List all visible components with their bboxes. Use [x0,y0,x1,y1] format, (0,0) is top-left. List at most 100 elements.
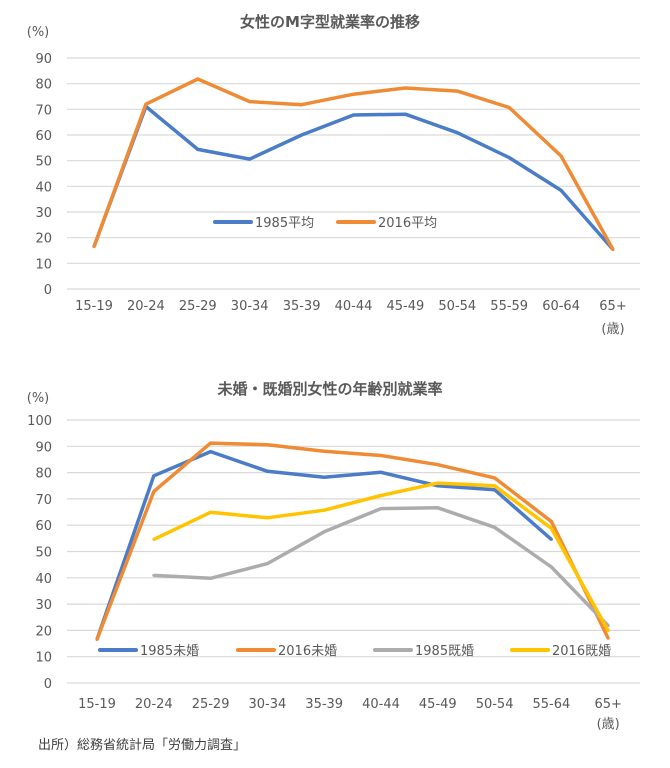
data-point [322,475,326,479]
data-point [507,156,511,160]
y-tick-label: 60 [35,519,52,534]
data-point [493,484,497,488]
legend-label: 2016平均 [378,216,437,231]
x-axis-unit: (歳) [601,322,624,337]
data-point [606,636,610,640]
data-point [265,469,269,473]
x-tick-label: 20-24 [127,299,165,314]
data-point [559,154,563,158]
x-tick-label: 40-44 [335,299,373,314]
data-point [549,526,553,530]
data-point [265,562,269,566]
y-tick-label: 20 [35,624,52,639]
y-tick-label: 10 [35,257,52,272]
y-tick-label: 90 [35,440,52,455]
y-tick-label: 90 [35,52,52,67]
data-point [379,507,383,511]
data-point [455,131,459,135]
data-point [559,188,563,192]
y-tick-label: 50 [35,546,52,561]
legend-label: 2016未婚 [278,644,337,659]
y-tick-label: 30 [35,206,52,221]
data-point [209,450,213,454]
y-tick-label: 50 [35,155,52,170]
data-point [611,247,615,251]
data-point [322,508,326,512]
data-point [549,565,553,569]
data-point [436,506,440,510]
data-point [95,637,99,641]
x-tick-label: 35-39 [283,299,321,314]
y-tick-label: 0 [44,677,52,692]
data-point [152,537,156,541]
legend-label: 2016既婚 [552,644,611,659]
legend-label: 1985平均 [255,216,314,231]
x-tick-label: 50-54 [438,299,476,314]
data-point [265,443,269,447]
data-point [379,454,383,458]
x-tick-label: 55-59 [490,299,528,314]
data-point [322,530,326,534]
x-tick-label: 35-39 [305,697,343,712]
x-tick-label: 30-34 [249,697,287,712]
data-point [549,520,553,524]
legend-label: 1985未婚 [140,644,199,659]
x-tick-label: 45-49 [387,299,425,314]
chart-title: 女性のM字型就業率の推移 [240,13,420,31]
data-point [248,100,252,104]
data-point [507,106,511,110]
x-axis-unit: (歳) [597,717,620,732]
x-tick-label: 55-64 [533,697,571,712]
data-point [352,113,355,117]
series-line-1985平均 [92,104,615,251]
x-tick-label: 20-24 [135,697,173,712]
y-tick-label: 80 [35,467,52,482]
data-point [209,441,213,445]
data-point [606,629,610,633]
y-tick-label: 100 [27,414,52,429]
y-axis-unit: (%) [27,391,50,406]
data-point [196,147,200,151]
data-point [322,449,326,453]
data-point [455,89,459,93]
data-point [144,102,148,106]
x-tick-label: 30-34 [231,299,269,314]
data-point [152,573,156,577]
y-axis-unit: (%) [27,25,50,40]
data-point [379,470,383,474]
data-point [493,525,497,529]
x-tick-label: 25-29 [192,697,230,712]
series-line-2016未婚 [95,441,610,640]
x-tick-label: 50-54 [476,697,514,712]
x-tick-label: 40-44 [362,697,400,712]
data-point [403,112,407,116]
y-tick-label: 80 [35,78,52,93]
data-point [352,92,355,96]
data-point [436,481,440,485]
x-tick-label: 15-19 [75,299,113,314]
y-tick-label: 60 [35,129,52,144]
x-tick-label: 65+ [594,697,621,712]
y-tick-label: 20 [35,232,52,247]
data-point [196,77,200,81]
data-point [549,537,553,541]
y-tick-label: 70 [35,103,52,118]
x-tick-label: 45-49 [419,697,457,712]
x-tick-label: 25-29 [179,299,217,314]
y-tick-label: 40 [35,572,52,587]
data-point [493,488,497,492]
data-point [92,245,96,249]
chart-title: 未婚・既婚別女性の年齢別就業率 [216,380,442,398]
data-point [248,157,252,161]
y-tick-label: 10 [35,651,52,666]
legend-label: 1985既婚 [415,644,474,659]
data-point [152,474,156,478]
data-point [209,576,213,580]
data-point [152,490,156,494]
x-tick-label: 15-19 [78,697,116,712]
data-point [379,493,383,497]
y-tick-label: 70 [35,493,52,508]
data-point [209,510,213,514]
data-point [265,516,269,520]
